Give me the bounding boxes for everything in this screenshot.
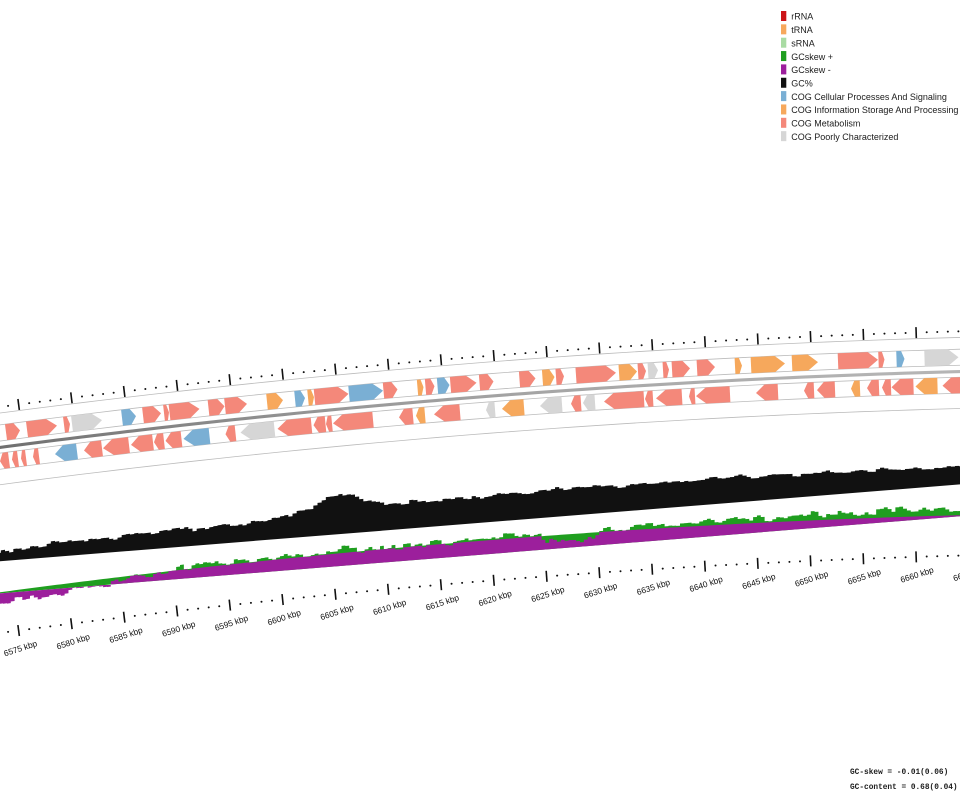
svg-text:COG Information Storage And Pr: COG Information Storage And Processing xyxy=(791,105,958,115)
svg-text:GCskew -: GCskew - xyxy=(791,65,831,75)
svg-text:COG Poorly Characterized: COG Poorly Characterized xyxy=(791,132,898,142)
svg-text:GC-content = 0.68(0.04): GC-content = 0.68(0.04) xyxy=(850,784,958,792)
svg-text:tRNA: tRNA xyxy=(791,25,813,35)
svg-text:COG Cellular Processes And Sig: COG Cellular Processes And Signaling xyxy=(791,92,947,102)
svg-text:sRNA: sRNA xyxy=(791,38,815,48)
svg-text:GCskew +: GCskew + xyxy=(791,52,833,62)
svg-text:rRNA: rRNA xyxy=(791,12,813,22)
svg-text:GC-skew = -0.01(0.06): GC-skew = -0.01(0.06) xyxy=(850,769,948,777)
svg-text:COG Metabolism: COG Metabolism xyxy=(791,119,860,129)
svg-text:GC%: GC% xyxy=(791,78,813,88)
